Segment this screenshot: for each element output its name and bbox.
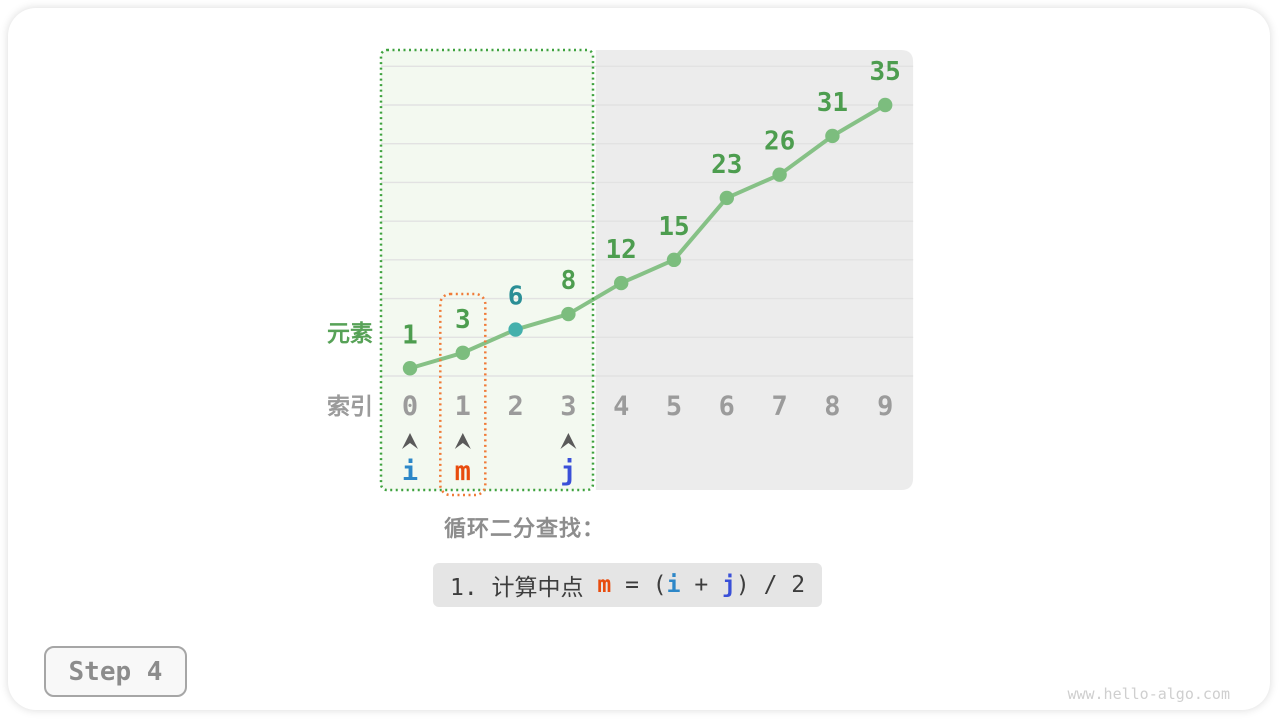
midpoint-box [439,292,487,497]
caption-title: 循环二分查找： [444,516,606,541]
instruction-text: ) / 2 [735,572,806,598]
data-line [408,102,888,371]
value-label: 31 [817,88,848,118]
index-label: 7 [771,391,787,422]
y-axis-label: 元素 [327,320,373,346]
value-label: 23 [711,150,742,180]
search-region-border [379,48,595,492]
data-point [561,306,576,322]
value-label: 26 [764,127,795,157]
value-label: 12 [606,235,637,265]
figure-card: 1 3 6 8 12 15 23 26 31 35 0 1 2 3 4 5 6 7 8 9 i m j 元素 索引 循环二分查找… [8,8,1270,710]
instruction-text: + [680,572,723,598]
index-label: 8 [824,391,840,422]
index-label: 4 [613,391,629,422]
index-label: 6 [719,391,735,422]
instruction-box: 1. 计算中点 m = (i + j) / 2 [433,563,823,607]
value-label: 1 [402,320,418,350]
pointer-label-m: m [455,456,471,487]
index-label: 3 [560,391,576,422]
instruction-var-j: j [722,572,736,598]
value-label: 6 [508,282,524,312]
step-badge: Step 4 [44,646,187,697]
x-axis-label: 索引 [327,393,373,419]
instruction-var-m: m [597,572,612,598]
data-point [614,275,629,291]
index-label: 5 [666,391,682,422]
index-label: 2 [507,391,523,422]
data-point [878,97,893,113]
search-region-fill [381,50,593,490]
index-label: 1 [455,391,471,422]
value-label: 8 [561,266,577,296]
index-label: 9 [877,391,893,422]
data-point [719,190,734,206]
instruction-text: = ( [611,572,667,598]
instruction-text: 1. 计算中点 [450,575,598,601]
watermark: www.hello-algo.com [1067,685,1230,703]
pointer-label-i: i [402,456,418,487]
caret-up-icon [402,433,418,449]
data-point [666,252,682,268]
data-point [772,167,787,182]
value-label: 15 [658,212,689,242]
pointer-label-j: j [560,456,576,487]
caret-up-icon [454,433,471,449]
instruction-var-i: i [666,572,681,598]
step-label: Step 4 [68,656,163,687]
index-label: 0 [402,391,418,422]
value-label: 3 [455,305,471,335]
data-point [455,345,470,360]
caret-up-icon [560,433,577,449]
value-label: 35 [870,57,901,87]
data-point-highlighted [508,322,523,337]
excluded-region [595,50,914,490]
data-point [402,361,418,376]
data-point [825,128,840,144]
